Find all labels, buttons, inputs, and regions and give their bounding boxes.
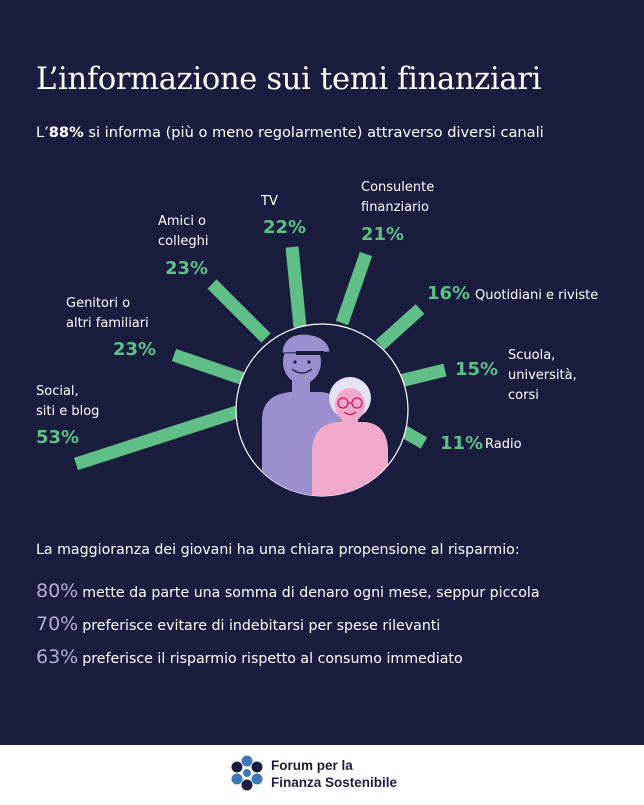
subtitle-prefix: L’	[36, 124, 49, 141]
boy-smile	[291, 368, 313, 374]
subtitle-text: si informa (più o meno regolarmente) att…	[83, 124, 544, 141]
ray-genitori	[171, 348, 247, 386]
footer: Forum per la Finanza Sostenibile	[0, 745, 644, 805]
pct-amici: 23%	[165, 258, 209, 279]
savings-value: 70%	[36, 613, 79, 635]
pct-scuola: 15%	[455, 359, 499, 380]
savings-item: 80% mette da parte una somma di denaro og…	[36, 580, 540, 602]
page-title: L’informazione sui temi finanziari	[36, 62, 542, 97]
savings-value: 80%	[36, 580, 79, 602]
label-scuola-text: Scuola, università, corsi	[508, 348, 577, 403]
subtitle: L’88% si informa (più o meno regolarment…	[36, 124, 544, 141]
ray-amici	[207, 279, 271, 343]
label-social-text: Social, siti e blog	[36, 384, 100, 419]
label-radio: Radio	[485, 437, 522, 452]
savings-text: preferisce evitare di indebitarsi per sp…	[82, 618, 441, 634]
savings-item: 70% preferisce evitare di indebitarsi per…	[36, 613, 440, 635]
pct-tv: 22%	[263, 217, 307, 238]
pct-radio: 11%	[440, 433, 484, 454]
pct-quotidiani: 16%	[427, 283, 471, 304]
savings-item: 63% preferisce il risparmio rispetto al c…	[36, 646, 463, 668]
logo-line-2: Finanza Sostenibile	[271, 775, 398, 790]
label-quotidiani: Quotidiani e riviste	[475, 288, 599, 303]
ray-quotidiani	[375, 304, 425, 350]
savings-value: 63%	[36, 646, 79, 668]
young-people-illustration	[235, 323, 409, 497]
savings-text: preferisce il risparmio rispetto al cons…	[82, 651, 463, 667]
channel-rays	[74, 246, 447, 471]
label-consulente: Consulente finanziario	[361, 178, 434, 218]
pct-consulente: 21%	[361, 224, 405, 245]
subtitle-highlight: 88%	[48, 124, 84, 141]
savings-intro: La maggioranza dei giovani ha una chiara…	[36, 542, 520, 558]
boy-cap-brim	[296, 351, 324, 355]
label-amici: Amici o colleghi	[158, 212, 208, 252]
ray-consulente	[335, 251, 373, 326]
savings-text: mette da parte una somma di denaro ogni …	[82, 585, 540, 601]
label-genitori: Genitori o altri familiari	[66, 294, 149, 334]
boy-cap	[281, 333, 331, 354]
label-tv: TV	[261, 194, 278, 209]
girl-body	[312, 422, 388, 496]
label-consulente-text: Consulente finanziario	[361, 180, 435, 215]
ray-tv	[285, 246, 307, 328]
label-social: Social, siti e blog	[36, 382, 99, 422]
infographic-panel: L’informazione sui temi finanziari L’88%…	[0, 0, 644, 745]
label-amici-text: Amici o colleghi	[158, 214, 209, 249]
ray-social	[74, 404, 242, 471]
label-scuola: Scuola, università, corsi	[508, 346, 577, 406]
pct-social: 53%	[36, 427, 80, 448]
girl-head	[335, 388, 365, 422]
logo-line-1: Forum per la	[271, 758, 353, 773]
ray-scuola	[394, 363, 447, 389]
label-genitori-text: Genitori o altri familiari	[66, 296, 149, 331]
forum-logo-icon	[231, 755, 263, 791]
forum-logo-text: Forum per la Finanza Sostenibile	[271, 757, 397, 791]
pct-genitori: 23%	[113, 339, 157, 360]
